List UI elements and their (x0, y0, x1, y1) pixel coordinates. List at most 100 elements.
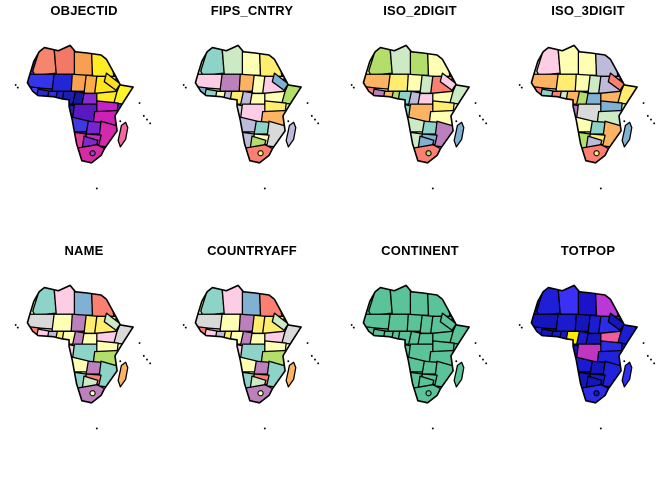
islet-dot (16, 86, 19, 89)
region-egypt (258, 287, 283, 318)
region-morocco (32, 45, 57, 76)
panel-iso-2digit: ISO_2DIGIT (336, 0, 504, 240)
africa-map (14, 284, 152, 430)
panel-fips-cntry: FIPS_CNTRY (168, 0, 336, 240)
islet-dot (138, 342, 141, 345)
country-tiles (531, 285, 638, 403)
region-libya (73, 45, 94, 76)
region-eritrea (439, 312, 457, 331)
panel-name: NAME (0, 240, 168, 480)
islet-dot (95, 427, 98, 430)
region-lesotho (425, 150, 432, 157)
region-mali (219, 313, 241, 332)
country-tiles (27, 285, 134, 403)
region-madagascar (117, 361, 129, 388)
region-madagascar (453, 121, 465, 148)
islet-dot (314, 118, 316, 121)
islet-dot (478, 114, 481, 117)
islet-dot (352, 326, 355, 329)
country-tiles (195, 45, 302, 163)
region-mali (219, 73, 241, 92)
mainland-outline (362, 284, 470, 404)
region-morocco (536, 285, 561, 316)
islet-dot (431, 427, 434, 430)
islet-dot (623, 120, 626, 123)
region-car (249, 92, 266, 106)
region-eritrea (103, 312, 121, 331)
region-libya (577, 285, 598, 316)
region-zambia (421, 120, 438, 135)
islet-dot (520, 86, 523, 89)
region-mali (51, 73, 73, 92)
region-madagascar (621, 361, 633, 388)
region-zambia (589, 360, 606, 375)
mainland-outline (530, 44, 638, 164)
region-egypt (90, 287, 115, 318)
region-egypt (90, 47, 115, 78)
country-tiles (27, 45, 134, 163)
country-tiles (363, 285, 470, 403)
islet-dot (306, 102, 309, 105)
islet-dot (142, 354, 145, 357)
region-lesotho (89, 390, 96, 397)
region-mali (387, 313, 409, 332)
islet-dot (14, 323, 17, 326)
region-mali (555, 73, 577, 92)
mainland-outline (194, 44, 302, 164)
islet-dot (350, 83, 353, 86)
islet-dot (350, 323, 353, 326)
islet-dot (623, 360, 626, 363)
islet-dot (263, 427, 266, 430)
panel-totpop: TOTPOP (504, 240, 672, 480)
region-eritrea (271, 312, 289, 331)
islet-dot (474, 342, 477, 345)
region-lesotho (257, 390, 264, 397)
islet-dot (520, 326, 523, 329)
region-mali (387, 73, 409, 92)
islet-dot (95, 187, 98, 190)
islet-dot (642, 342, 645, 345)
islet-dot (310, 114, 313, 117)
islet-dot (431, 187, 434, 190)
mainland-outline (26, 44, 134, 164)
region-egypt (258, 47, 283, 78)
africa-map (518, 284, 656, 430)
region-lesotho (425, 390, 432, 397)
panel-title: ISO_2DIGIT (383, 3, 457, 18)
region-morocco (200, 45, 225, 76)
region-zambia (253, 120, 270, 135)
africa-map (14, 44, 152, 190)
country-tiles (195, 285, 302, 403)
islet-dot (16, 326, 19, 329)
region-libya (409, 285, 430, 316)
islet-dot (149, 122, 152, 125)
panel-title: CONTINENT (381, 243, 459, 258)
islet-dot (263, 187, 266, 190)
islet-dot (182, 323, 185, 326)
region-madagascar (285, 361, 297, 388)
panel-title: ISO_3DIGIT (551, 3, 625, 18)
region-zambia (85, 360, 102, 375)
region-lesotho (593, 390, 600, 397)
islet-dot (650, 118, 652, 121)
region-morocco (32, 285, 57, 316)
islet-dot (599, 427, 602, 430)
islet-dot (146, 358, 148, 361)
region-morocco (536, 45, 561, 76)
africa-map (518, 44, 656, 190)
region-libya (241, 45, 262, 76)
africa-map (182, 284, 320, 430)
country-tiles (531, 45, 638, 163)
panel-title: FIPS_CNTRY (210, 3, 294, 18)
region-zambia (589, 120, 606, 135)
islet-dot (474, 102, 477, 105)
islet-dot (482, 358, 484, 361)
region-car (585, 92, 602, 106)
islet-dot (518, 83, 521, 86)
mainland-outline (26, 284, 134, 404)
region-eritrea (439, 72, 457, 91)
region-egypt (594, 47, 619, 78)
region-madagascar (453, 361, 465, 388)
region-madagascar (285, 121, 297, 148)
